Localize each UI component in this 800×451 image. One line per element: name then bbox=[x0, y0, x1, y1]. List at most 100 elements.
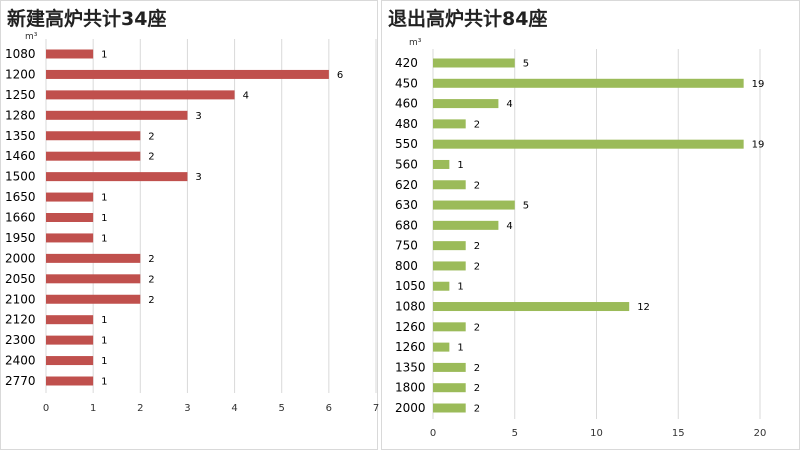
bar bbox=[433, 322, 466, 332]
category-label: 1080 bbox=[5, 47, 36, 61]
data-label: 19 bbox=[752, 140, 765, 151]
category-label: 420 bbox=[395, 56, 418, 70]
data-label: 2 bbox=[148, 131, 154, 142]
bar bbox=[46, 253, 141, 263]
category-label: 1260 bbox=[395, 320, 426, 334]
category-label: 2770 bbox=[5, 374, 36, 388]
category-label: 630 bbox=[395, 198, 418, 212]
x-tick-label: 1 bbox=[90, 403, 96, 414]
data-label: 1 bbox=[101, 233, 107, 244]
bar bbox=[46, 90, 235, 100]
category-label: 2000 bbox=[5, 251, 36, 265]
bar bbox=[433, 159, 450, 169]
data-label: 1 bbox=[101, 315, 107, 326]
bar bbox=[46, 131, 141, 141]
data-label: 1 bbox=[457, 160, 463, 171]
bar bbox=[46, 110, 188, 120]
category-label: 1350 bbox=[395, 360, 426, 374]
data-label: 2 bbox=[148, 254, 154, 265]
new-furnaces-chart-panel: 新建高炉共计34座 m³ 0 1 2 3 4 5 6 7 1080 1 1200 6 1250 4 1280… bbox=[0, 0, 379, 450]
bar bbox=[46, 274, 141, 284]
x-tick-label: 4 bbox=[231, 403, 237, 414]
data-label: 1 bbox=[101, 336, 107, 347]
bar bbox=[46, 233, 94, 243]
data-label: 4 bbox=[506, 221, 512, 232]
bar bbox=[46, 192, 94, 202]
category-label: 1260 bbox=[395, 340, 426, 354]
bar bbox=[433, 281, 450, 291]
x-tick-label: 7 bbox=[373, 403, 379, 414]
data-label: 3 bbox=[195, 172, 201, 183]
category-label: 1200 bbox=[5, 67, 36, 81]
bar bbox=[433, 200, 515, 210]
category-label: 750 bbox=[395, 239, 418, 253]
category-label: 620 bbox=[395, 178, 418, 192]
bar bbox=[46, 335, 94, 345]
bar bbox=[433, 220, 499, 230]
x-tick-label: 2 bbox=[137, 403, 143, 414]
bar bbox=[433, 362, 466, 372]
x-tick-label: 0 bbox=[43, 403, 49, 414]
bar bbox=[46, 356, 94, 366]
bar bbox=[433, 261, 466, 271]
category-label: 1280 bbox=[5, 108, 36, 122]
bar bbox=[46, 213, 94, 222]
category-label: 2120 bbox=[5, 313, 36, 327]
x-tick-label: 3 bbox=[184, 403, 190, 414]
data-label: 1 bbox=[457, 282, 463, 293]
bar bbox=[433, 383, 466, 393]
bar bbox=[433, 139, 744, 149]
data-label: 2 bbox=[474, 322, 480, 333]
data-label: 2 bbox=[148, 295, 154, 306]
data-label: 2 bbox=[474, 363, 480, 374]
category-label: 1250 bbox=[5, 88, 36, 102]
bar bbox=[46, 315, 94, 325]
unit-label: m³ bbox=[25, 32, 38, 42]
bar bbox=[46, 151, 141, 161]
x-tick-label: 15 bbox=[672, 428, 685, 439]
bar bbox=[46, 69, 329, 79]
category-label: 550 bbox=[395, 137, 418, 151]
category-label: 480 bbox=[395, 117, 418, 131]
category-label: 460 bbox=[395, 97, 418, 111]
retired-furnaces-chart-panel: 退出高炉共计84座 m³ 0 5 10 15 20 420 5 450 19 460 4 480 2 55… bbox=[381, 0, 800, 450]
data-label: 1 bbox=[101, 193, 107, 204]
x-tick-label: 0 bbox=[430, 428, 436, 439]
data-label: 4 bbox=[506, 99, 512, 110]
bar bbox=[433, 342, 450, 352]
bar bbox=[433, 78, 744, 88]
category-label: 1080 bbox=[395, 300, 426, 314]
x-tick-label: 5 bbox=[512, 428, 518, 439]
bar bbox=[433, 180, 466, 190]
data-label: 2 bbox=[474, 180, 480, 191]
category-label: 1350 bbox=[5, 129, 36, 143]
category-label: 2050 bbox=[5, 272, 36, 286]
data-label: 12 bbox=[637, 302, 650, 313]
category-label: 1660 bbox=[5, 211, 36, 225]
data-label: 2 bbox=[148, 274, 154, 285]
bar bbox=[46, 376, 94, 386]
category-label: 2100 bbox=[5, 292, 36, 306]
chart-title: 退出高炉共计84座 bbox=[388, 8, 548, 30]
data-label: 1 bbox=[101, 356, 107, 367]
bar bbox=[46, 172, 188, 182]
data-label: 6 bbox=[337, 70, 343, 81]
data-label: 3 bbox=[195, 111, 201, 122]
data-label: 2 bbox=[474, 404, 480, 415]
category-label: 1800 bbox=[395, 381, 426, 395]
data-label: 1 bbox=[101, 377, 107, 388]
category-label: 1650 bbox=[5, 190, 36, 204]
category-label: 450 bbox=[395, 76, 418, 90]
bar bbox=[46, 294, 141, 304]
category-label: 2000 bbox=[395, 401, 426, 415]
category-label: 800 bbox=[395, 259, 418, 273]
data-label: 1 bbox=[457, 343, 463, 354]
bar bbox=[433, 119, 466, 129]
x-tick-label: 5 bbox=[279, 403, 285, 414]
category-label: 1950 bbox=[5, 231, 36, 245]
category-label: 2300 bbox=[5, 333, 36, 347]
data-label: 2 bbox=[148, 152, 154, 163]
x-tick-label: 10 bbox=[590, 428, 603, 439]
unit-label: m³ bbox=[409, 38, 422, 48]
